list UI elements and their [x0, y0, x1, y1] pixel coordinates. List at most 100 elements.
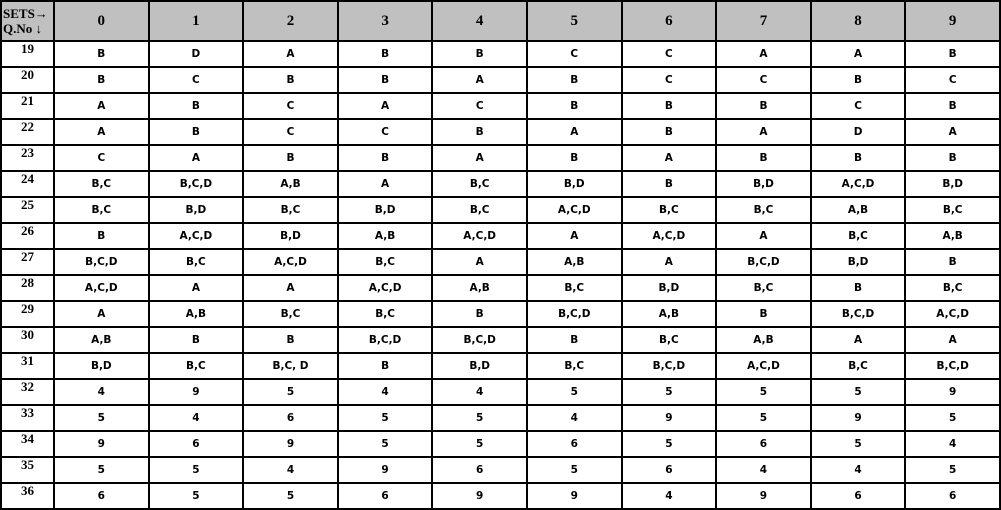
- answer-cell: A,C,D: [147, 222, 245, 250]
- answer-cell: B,C,D: [431, 326, 528, 354]
- table-row: 24 B,C B,C,D A,B A B,C B,D B B,D A,C,D B,D: [0, 170, 1001, 198]
- answer-cell: A: [53, 300, 150, 328]
- answer-cell: B: [431, 40, 528, 68]
- answer-cell: B,C, D: [242, 352, 339, 380]
- answer-cell: B,C,D: [904, 352, 1001, 380]
- answer-cell: 4: [904, 430, 1001, 458]
- answer-cell: 5: [525, 378, 623, 406]
- answer-cell: 5: [53, 456, 150, 484]
- answer-cell: A,C,D: [809, 170, 907, 198]
- table-row: 32 4 9 5 4 4 5 5 5 5 9: [0, 378, 1001, 406]
- answer-cell: B,C: [809, 222, 907, 250]
- answer-cell: B,C: [336, 300, 434, 328]
- answer-cell: A: [147, 144, 245, 172]
- answer-cell: 6: [525, 430, 623, 458]
- question-number: 19: [0, 40, 55, 68]
- answer-cell: A: [53, 92, 150, 120]
- answer-cell: A: [904, 326, 1001, 354]
- answer-cell: C: [336, 118, 434, 146]
- answer-cell: A: [431, 144, 528, 172]
- answer-cell: B: [525, 144, 623, 172]
- question-number: 23: [0, 144, 55, 172]
- answer-cell: 6: [904, 482, 1001, 510]
- answer-cell: 6: [431, 456, 528, 484]
- answer-cell: B: [904, 248, 1001, 276]
- table-row: 31 B,D B,C B,C, D B B,D B,C B,C,D A,C,D B,C B,C,D: [0, 352, 1001, 380]
- question-number: 29: [0, 300, 55, 328]
- answer-cell: A: [809, 326, 907, 354]
- answer-cell: B,C: [53, 170, 150, 198]
- answer-cell: 4: [809, 456, 907, 484]
- answer-cell: A,B: [147, 300, 245, 328]
- answer-cell: A: [431, 66, 528, 94]
- answer-cell: A,C,D: [525, 196, 623, 224]
- answer-cell: A,B: [53, 326, 150, 354]
- answer-cell: 5: [904, 456, 1001, 484]
- answer-cell: B,D: [620, 274, 718, 302]
- answer-cell: B: [715, 92, 812, 120]
- answer-cell: A: [715, 118, 812, 146]
- answer-cell: B: [525, 66, 623, 94]
- answer-cell: C: [620, 40, 718, 68]
- answer-cell: C: [904, 66, 1001, 94]
- answer-cell: 9: [336, 456, 434, 484]
- answer-cell: B,C: [431, 196, 528, 224]
- answer-cell: 4: [715, 456, 812, 484]
- answer-cell: B,C: [525, 352, 623, 380]
- table-row: 35 5 5 4 9 6 5 6 4 4 5: [0, 456, 1001, 484]
- answer-cell: B: [904, 40, 1001, 68]
- set-header-1: 1: [147, 0, 245, 42]
- set-header-6: 6: [620, 0, 718, 42]
- answer-cell: B: [904, 144, 1001, 172]
- question-number: 32: [0, 378, 55, 406]
- answer-cell: 4: [53, 378, 150, 406]
- answer-cell: A: [715, 222, 812, 250]
- answer-cell: A: [620, 144, 718, 172]
- answer-cell: B: [242, 144, 339, 172]
- answer-cell: 5: [620, 378, 718, 406]
- question-number: 30: [0, 326, 55, 354]
- answer-cell: B,C: [525, 274, 623, 302]
- answer-cell: B: [431, 300, 528, 328]
- answer-cell: B: [715, 144, 812, 172]
- corner-header: SETS→ Q.No ↓: [0, 0, 55, 42]
- question-number: 26: [0, 222, 55, 250]
- answer-cell: B: [53, 66, 150, 94]
- table-row: 19 B D A B B C C A A B: [0, 40, 1001, 68]
- answer-cell: A: [525, 118, 623, 146]
- answer-cell: C: [431, 92, 528, 120]
- answer-cell: 5: [242, 378, 339, 406]
- answer-cell: 5: [336, 404, 434, 432]
- set-header-3: 3: [336, 0, 434, 42]
- answer-cell: B,C: [147, 248, 245, 276]
- answer-cell: 6: [53, 482, 150, 510]
- answer-cell: 5: [147, 482, 245, 510]
- answer-cell: 4: [431, 378, 528, 406]
- answer-cell: B: [147, 118, 245, 146]
- answer-cell: A: [525, 222, 623, 250]
- answer-cell: B: [242, 66, 339, 94]
- question-number: 25: [0, 196, 55, 224]
- answer-cell: B,D: [525, 170, 623, 198]
- answer-cell: 9: [242, 430, 339, 458]
- answer-cell: B,C: [242, 196, 339, 224]
- table-row: 34 9 6 9 5 5 6 5 6 5 4: [0, 430, 1001, 458]
- answer-cell: B: [336, 66, 434, 94]
- answer-cell: A,C,D: [620, 222, 718, 250]
- answer-cell: B,C: [715, 196, 812, 224]
- table-row: 21 A B C A C B B B C B: [0, 92, 1001, 120]
- answer-cell: B: [809, 66, 907, 94]
- table-row: 26 B A,C,D B,D A,B A,C,D A A,C,D A B,C A,B: [0, 222, 1001, 250]
- answer-cell: D: [809, 118, 907, 146]
- answer-cell: B,D: [242, 222, 339, 250]
- table-row: 33 5 4 6 5 5 4 9 5 9 5: [0, 404, 1001, 432]
- answer-cell: C: [53, 144, 150, 172]
- answer-cell: A,B: [809, 196, 907, 224]
- answer-cell: C: [147, 66, 245, 94]
- answer-cell: A,C,D: [242, 248, 339, 276]
- answer-cell: B: [53, 40, 150, 68]
- answer-cell: 5: [809, 430, 907, 458]
- answer-cell: 4: [242, 456, 339, 484]
- answer-cell: C: [242, 118, 339, 146]
